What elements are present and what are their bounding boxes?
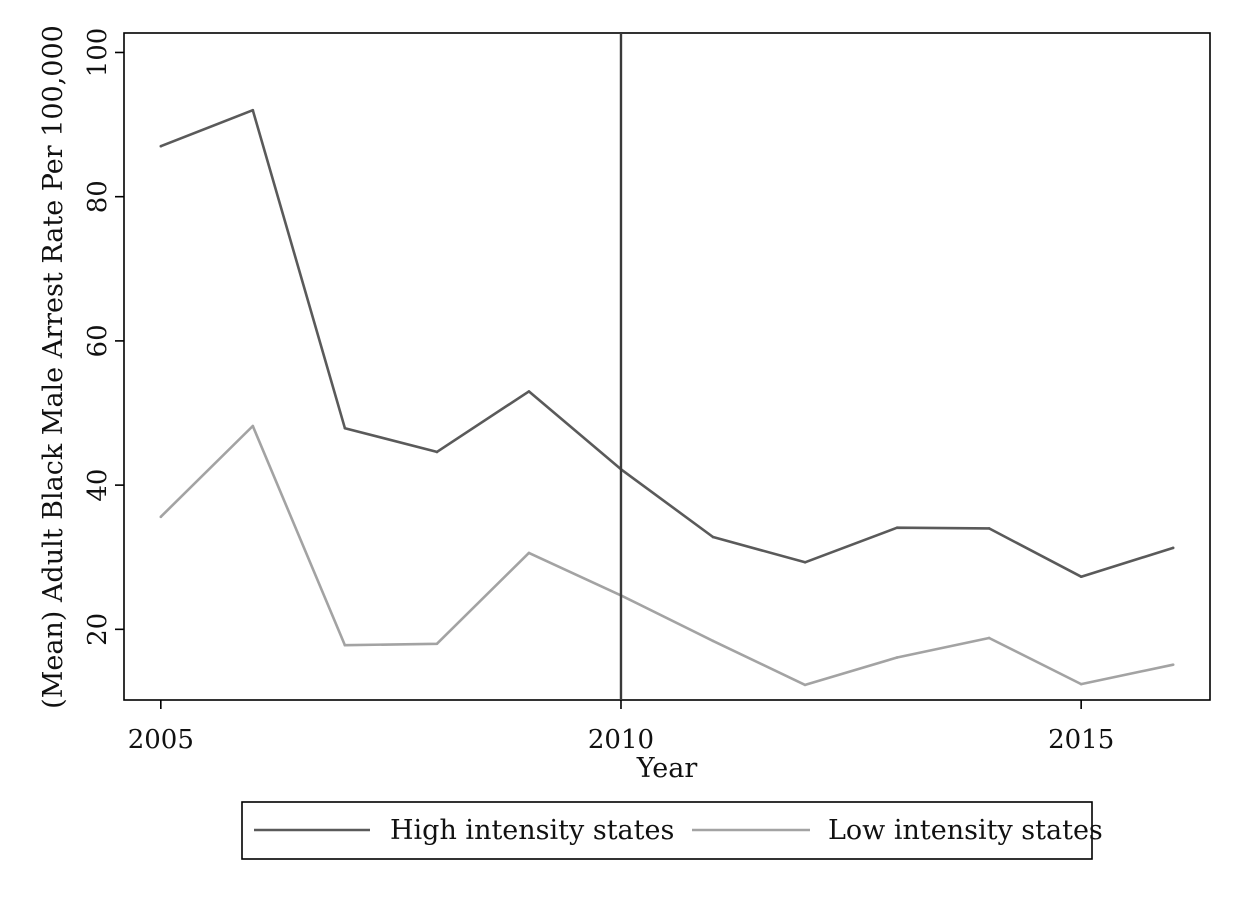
plot-frame xyxy=(123,32,1211,701)
data-point-low-2011 xyxy=(711,639,715,643)
legend: High intensity states Low intensity stat… xyxy=(241,801,1103,860)
data-point-high-2006 xyxy=(251,108,255,112)
y-axis: 20 40 60 80 100 xyxy=(83,28,124,646)
data-point-low-2012 xyxy=(803,683,807,687)
x-axis-title: Year xyxy=(636,753,698,784)
data-point-low-2006 xyxy=(251,424,255,428)
x-axis: 2005 2010 2015 xyxy=(128,700,1114,755)
y-tick-label-20: 20 xyxy=(83,613,113,646)
legend-box xyxy=(241,801,1093,860)
series-line-low xyxy=(159,424,1174,687)
data-point-low-2013 xyxy=(895,656,899,659)
y-tick-label-60: 60 xyxy=(83,324,113,357)
data-point-low-2005 xyxy=(159,515,163,519)
data-point-low-2009 xyxy=(527,551,531,555)
data-point-low-2014 xyxy=(987,636,991,640)
y-axis-title: (Mean) Adult Black Male Arrest Rate Per … xyxy=(38,25,69,709)
data-point-low-2015 xyxy=(1079,682,1083,686)
data-point-high-2012 xyxy=(803,560,807,564)
x-tick-label-2015: 2015 xyxy=(1048,725,1114,755)
data-point-high-2013 xyxy=(895,526,899,529)
x-tick-label-2010: 2010 xyxy=(588,725,654,755)
data-point-low-2008 xyxy=(435,642,439,646)
data-point-low-2007 xyxy=(343,643,347,647)
data-point-low-2016 xyxy=(1171,663,1175,666)
legend-label-high: High intensity states xyxy=(390,815,674,846)
data-point-high-2005 xyxy=(159,144,163,148)
data-point-high-2009 xyxy=(527,390,531,393)
data-point-high-2008 xyxy=(435,450,439,454)
y-tick-label-80: 80 xyxy=(83,180,113,213)
data-point-high-2007 xyxy=(343,426,347,430)
series-layer xyxy=(159,108,1175,687)
y-tick-label-40: 40 xyxy=(83,469,113,502)
data-point-high-2014 xyxy=(987,527,991,530)
data-point-high-2016 xyxy=(1171,546,1175,550)
x-tick-label-2005: 2005 xyxy=(128,725,194,755)
data-point-high-2011 xyxy=(711,535,715,539)
data-point-high-2015 xyxy=(1079,575,1083,578)
y-tick-label-100: 100 xyxy=(83,28,113,78)
legend-label-low: Low intensity states xyxy=(828,815,1103,846)
series-line-high xyxy=(160,108,1174,579)
